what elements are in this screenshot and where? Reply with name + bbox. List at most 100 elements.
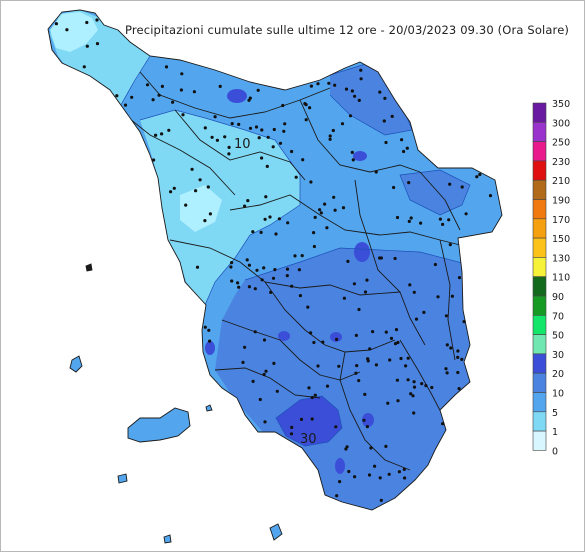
station-dot xyxy=(290,149,294,154)
station-dot xyxy=(260,128,264,132)
legend-swatch xyxy=(532,411,547,432)
station-dot xyxy=(412,385,417,389)
station-dot xyxy=(350,150,354,154)
station-dot xyxy=(344,87,349,91)
station-dot xyxy=(488,194,493,198)
station-dot xyxy=(457,276,462,280)
station-dot xyxy=(312,340,316,345)
station-dot xyxy=(85,44,89,48)
legend-label: 1 xyxy=(552,427,558,438)
station-dot xyxy=(369,446,373,450)
station-dot xyxy=(218,84,222,88)
station-dot xyxy=(409,216,413,220)
legend-swatch xyxy=(532,160,547,181)
station-dot xyxy=(281,103,285,108)
station-dot xyxy=(213,115,217,119)
station-dot xyxy=(384,444,388,448)
station-dot xyxy=(357,98,361,102)
legend-swatch xyxy=(532,102,547,123)
station-dot xyxy=(379,256,383,260)
station-dot xyxy=(286,221,290,225)
basin-boundaries xyxy=(124,71,461,471)
legend-label: 250 xyxy=(552,138,570,149)
legend-swatch xyxy=(532,334,547,355)
legend-label: 190 xyxy=(552,196,570,207)
station-dot xyxy=(441,422,445,426)
station-dot xyxy=(260,156,264,160)
station-dot xyxy=(293,254,297,258)
island-capraia xyxy=(69,355,83,373)
station-dot xyxy=(366,357,370,361)
station-dot xyxy=(82,65,86,69)
isohyet-label: 10 xyxy=(234,137,251,152)
station-dot xyxy=(327,81,331,85)
station-dot xyxy=(419,221,423,225)
station-dot xyxy=(374,363,378,367)
station-dot xyxy=(154,133,158,137)
station-dot xyxy=(309,180,313,184)
station-dot xyxy=(290,284,294,288)
station-dot xyxy=(342,296,346,300)
station-dot xyxy=(263,420,267,424)
station-dot xyxy=(347,469,351,474)
station-dot xyxy=(299,417,304,421)
station-dot xyxy=(383,96,387,100)
station-dot xyxy=(294,175,298,179)
station-dot xyxy=(325,226,329,230)
station-dot xyxy=(180,72,184,76)
station-dot xyxy=(95,42,100,46)
station-dot xyxy=(393,342,398,346)
station-dot xyxy=(264,195,268,199)
station-dot xyxy=(394,328,399,332)
station-dot xyxy=(210,135,214,139)
station-dot xyxy=(395,215,400,220)
station-dot xyxy=(441,222,445,226)
station-dot xyxy=(259,230,263,234)
station-dot xyxy=(310,417,314,421)
legend-label: 50 xyxy=(552,331,564,342)
station-dot xyxy=(243,204,247,208)
station-dot xyxy=(331,128,335,133)
station-dot xyxy=(264,369,268,373)
station-dot xyxy=(203,325,207,329)
station-dot xyxy=(268,215,272,219)
station-dot xyxy=(350,89,354,93)
station-dot xyxy=(290,425,294,429)
station-dot xyxy=(400,138,404,142)
station-dot xyxy=(271,276,276,280)
station-dot xyxy=(230,261,234,265)
station-dot xyxy=(247,98,251,102)
station-dot xyxy=(338,480,342,484)
station-dot xyxy=(404,364,408,368)
station-dot xyxy=(335,494,339,498)
station-dot xyxy=(445,371,449,375)
station-dot xyxy=(208,212,212,216)
station-dot xyxy=(430,385,434,390)
station-dot xyxy=(354,333,358,337)
station-dot xyxy=(285,274,289,278)
station-dot xyxy=(263,217,267,221)
station-dot xyxy=(253,287,257,291)
legend-label: 300 xyxy=(552,118,570,129)
station-dot xyxy=(422,310,426,314)
station-dot xyxy=(365,278,369,282)
station-dot xyxy=(262,338,267,342)
station-dot xyxy=(448,182,452,186)
station-dot xyxy=(456,349,460,353)
legend-swatch xyxy=(532,121,547,142)
legend-swatch xyxy=(532,179,547,200)
island-pianosa xyxy=(117,473,128,484)
station-dot xyxy=(319,211,323,215)
station-dot xyxy=(304,118,308,122)
station-dot xyxy=(313,393,317,397)
legend: 3503002502302101901701501301109070503020… xyxy=(532,99,570,457)
rain-zone-5-10-west xyxy=(140,110,300,305)
station-dot xyxy=(402,467,406,471)
station-dot xyxy=(323,202,327,206)
legend-label: 350 xyxy=(552,99,570,110)
legend-label: 230 xyxy=(552,157,570,168)
station-dot xyxy=(318,208,322,212)
station-dot xyxy=(247,285,251,289)
station-dot xyxy=(309,331,313,335)
station-dot xyxy=(395,378,399,382)
